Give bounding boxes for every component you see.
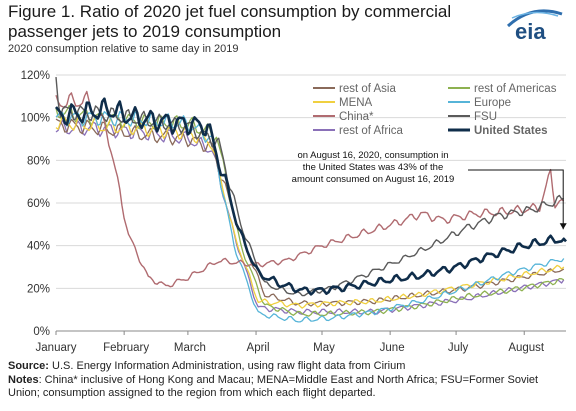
annotation-arrow	[468, 169, 564, 230]
y-tick-label: 20%	[27, 283, 50, 295]
y-tick-label: 100%	[21, 113, 50, 125]
svg-text:eia: eia	[515, 19, 546, 44]
x-axis-ticks: January February March April May June July Augu…	[36, 331, 545, 354]
y-tick-label: 60%	[27, 198, 50, 210]
x-tick-label: February	[103, 342, 149, 354]
x-tick-label: May	[313, 342, 335, 354]
eia-logo-icon: eia	[506, 9, 563, 44]
x-tick-label: January	[36, 342, 77, 354]
series-line-united-states	[55, 97, 567, 296]
legend-label: Europe	[474, 97, 511, 109]
x-tick-label: July	[448, 342, 469, 354]
annotation-text: amount consumed on August 16, 2019	[292, 174, 455, 185]
notes: Notes: China* inclusive of Hong Kong and…	[8, 373, 539, 400]
chart-subtitle: 2020 consumption relative to same day in…	[8, 43, 239, 55]
y-tick-label: 40%	[27, 241, 50, 253]
legend: rest of Asia rest of Americas MENA Europe Ch…	[313, 83, 557, 137]
legend-label: rest of Asia	[339, 83, 396, 95]
series-line-rest-of-africa	[55, 119, 565, 315]
y-axis-ticks: 0% 20% 40% 60% 80% 100% 120%	[21, 70, 50, 338]
series-line-europe	[55, 110, 565, 323]
chart-title: Figure 1. Ratio of 2020 jet fuel consump…	[8, 2, 452, 41]
grid-lines	[56, 74, 566, 332]
legend-label: FSU	[474, 111, 497, 123]
annotation-text: the United States was 43% of the	[303, 162, 443, 173]
legend-label: rest of Africa	[339, 125, 404, 137]
x-tick-label: April	[247, 342, 270, 354]
series-line-mena	[55, 114, 565, 309]
source-note: Source: U.S. Energy Information Administ…	[8, 360, 406, 372]
legend-label: United States	[474, 125, 548, 137]
annotation-arrowhead	[559, 223, 567, 230]
y-tick-label: 0%	[33, 326, 50, 338]
series-line-fsu	[55, 77, 564, 297]
legend-label: MENA	[339, 97, 373, 109]
series-line-china	[55, 90, 565, 288]
legend-label: rest of Americas	[474, 83, 557, 95]
x-tick-label: August	[508, 342, 545, 354]
y-tick-label: 120%	[21, 70, 50, 82]
x-tick-label: June	[380, 342, 405, 354]
chart-footer: Source: U.S. Energy Information Administ…	[8, 360, 568, 401]
y-tick-label: 80%	[27, 155, 50, 167]
series-line-rest-of-asia	[55, 118, 565, 307]
annotation-text: on August 16, 2020, consumption in	[297, 150, 448, 161]
series-lines	[55, 77, 567, 323]
x-tick-label: March	[174, 342, 206, 354]
legend-label: China*	[339, 111, 374, 123]
